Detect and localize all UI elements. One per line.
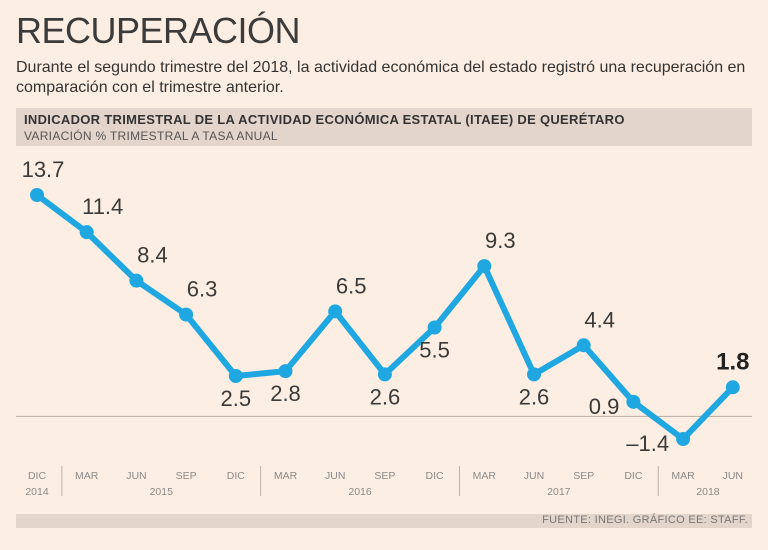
x-tick-label: MAR [75, 470, 99, 482]
data-point [129, 273, 144, 288]
data-point [427, 320, 442, 335]
year-label: 2018 [696, 486, 720, 498]
data-label: 0.9 [589, 394, 620, 419]
x-tick-label: JUN [325, 470, 345, 482]
x-tick-label: DIC [28, 470, 47, 482]
x-tick-label: JUN [524, 470, 544, 482]
data-label: 1.8 [716, 348, 749, 375]
data-point [676, 432, 691, 446]
data-point [79, 225, 94, 240]
data-point [30, 188, 44, 202]
data-label: 4.4 [584, 307, 615, 332]
x-tick-label: MAR [473, 470, 497, 482]
x-tick-label: SEP [573, 470, 594, 482]
data-label: 6.3 [187, 277, 218, 302]
chart-header-band: INDICADOR TRIMESTRAL DE LA ACTIVIDAD ECO… [16, 108, 752, 146]
data-label: 9.3 [485, 228, 516, 253]
year-label: 2017 [547, 486, 571, 498]
x-tick-label: JUN [723, 470, 743, 482]
x-tick-label: DIC [227, 470, 246, 482]
data-label: 5.5 [419, 338, 450, 363]
data-label: 2.6 [519, 384, 550, 409]
data-label: 11.4 [82, 194, 123, 219]
data-point [179, 307, 194, 322]
x-tick-label: JUN [126, 470, 146, 482]
chart-subtitle: VARIACIÓN % TRIMESTRAL A TASA ANUAL [24, 129, 278, 143]
page-subtitle: Durante el segundo trimestre del 2018, l… [16, 59, 746, 96]
x-tick-label: DIC [624, 470, 643, 482]
data-point [278, 364, 293, 379]
x-tick-label: SEP [176, 470, 197, 482]
data-point [328, 304, 343, 319]
data-label: 2.6 [370, 384, 401, 409]
source-footer: FUENTE: INEGI. GRÁFICO EE: STAFF. [16, 514, 752, 528]
x-tick-label: MAR [671, 470, 695, 482]
data-point [626, 394, 641, 409]
data-label: 8.4 [137, 243, 168, 268]
x-tick-label: MAR [274, 470, 298, 482]
data-point [477, 259, 492, 274]
data-point [725, 380, 740, 395]
year-label: 2014 [25, 486, 49, 498]
data-label: 2.8 [270, 381, 301, 406]
x-tick-label: DIC [426, 470, 445, 482]
year-label: 2016 [348, 486, 372, 498]
year-label: 2015 [150, 486, 174, 498]
chart-title: INDICADOR TRIMESTRAL DE LA ACTIVIDAD ECO… [24, 112, 625, 127]
source-text: FUENTE: INEGI. GRÁFICO EE: STAFF. [542, 514, 748, 526]
data-point [377, 367, 392, 382]
data-label: 2.5 [221, 386, 252, 411]
page-title: RECUPERACIÓN [16, 10, 301, 51]
data-point [228, 368, 243, 383]
data-label: 13.7 [22, 157, 65, 182]
data-point [576, 338, 591, 353]
x-tick-label: SEP [374, 470, 395, 482]
data-label: –1.4 [626, 431, 669, 456]
data-point [527, 367, 541, 382]
data-label: 6.5 [336, 273, 367, 298]
